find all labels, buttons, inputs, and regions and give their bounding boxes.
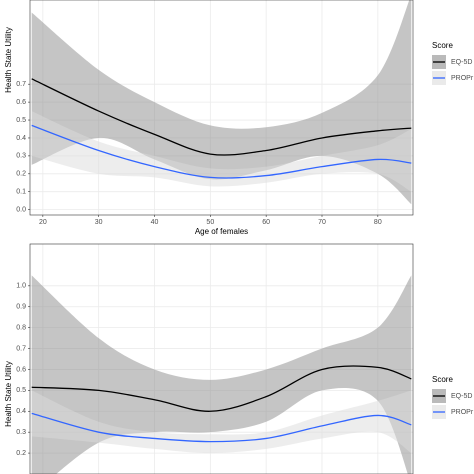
y-tick-label: 1.0 xyxy=(16,283,26,290)
legend-label: PROPr xyxy=(451,409,474,416)
confidence-band xyxy=(31,390,412,454)
plot-border xyxy=(29,0,414,216)
y-tick-label: 0.6 xyxy=(16,99,26,106)
x-tick-label: 20 xyxy=(39,219,47,226)
x-axis-title: Age of females xyxy=(195,227,248,236)
y-tick-label: 0.9 xyxy=(16,304,26,311)
x-tick-label: 50 xyxy=(206,219,214,226)
plot xyxy=(31,275,412,474)
line xyxy=(31,412,412,443)
line xyxy=(31,78,412,156)
y-tick-label: 0.3 xyxy=(16,153,26,160)
confidence-band xyxy=(31,275,412,474)
legend-label: EQ-5D xyxy=(451,59,472,66)
panel: 0.0 0.1 0.2 0.3 0.4 0.5 0.6 0.7 20 30 40 50 60 70 80 Ag… xyxy=(4,0,474,236)
x-tick-label: 30 xyxy=(95,219,103,226)
y-tick-label: 0.4 xyxy=(16,135,26,142)
y-tick-label: 0.7 xyxy=(16,345,26,352)
y-tick-label: 0.2 xyxy=(16,171,26,178)
y-tick-label: 0.8 xyxy=(16,324,26,331)
y-tick-label: 0.5 xyxy=(16,117,26,124)
y-tick-label: 0.5 xyxy=(16,387,26,394)
x-tick-label: 60 xyxy=(262,219,270,226)
y-tick-label: 0.3 xyxy=(16,429,26,436)
x-tick-label: 40 xyxy=(151,219,159,226)
y-axis-title: Health State Utility xyxy=(4,27,13,93)
confidence-band xyxy=(31,0,412,205)
x-tick-label: 80 xyxy=(374,219,382,226)
y-tick-label: 0.6 xyxy=(16,366,26,373)
y-tick-label: 0.7 xyxy=(16,81,26,88)
y-axis-title: Health State Utility xyxy=(4,361,13,427)
x-tick-label: 70 xyxy=(318,219,326,226)
confidence-band xyxy=(31,111,412,192)
legend-title: Score xyxy=(432,41,453,50)
y-tick-label: 0.0 xyxy=(16,206,26,213)
y-tick-label: 0.1 xyxy=(16,189,26,196)
panel: 0.2 0.3 0.4 0.5 0.6 0.7 0.8 0.9 1.0 Health State … xyxy=(4,243,474,474)
plot-border xyxy=(29,243,414,474)
line xyxy=(31,124,412,179)
legend-label: EQ-5D xyxy=(451,393,472,400)
plot xyxy=(31,0,412,205)
line xyxy=(31,365,412,412)
y-tick-label: 0.4 xyxy=(16,408,26,415)
legend-label: PROPr xyxy=(451,75,474,82)
y-tick-label: 0.2 xyxy=(16,450,26,457)
legend-title: Score xyxy=(432,375,453,384)
